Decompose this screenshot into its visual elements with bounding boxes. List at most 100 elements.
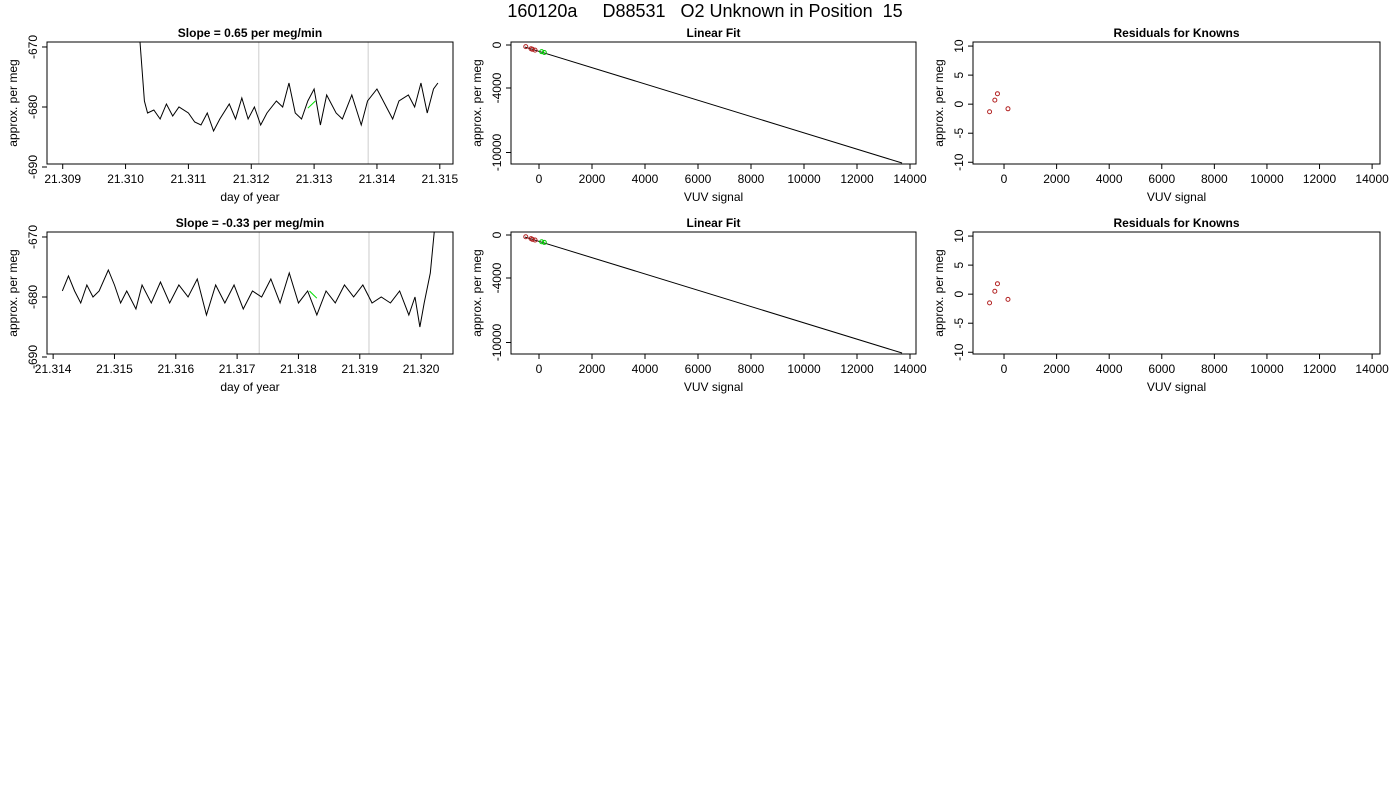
- x-tick-label: 6000: [1148, 362, 1175, 376]
- y-axis-label: approx. per meg: [932, 59, 946, 146]
- x-tick-label: 10000: [787, 362, 821, 376]
- x-axis-label: day of year: [220, 380, 279, 394]
- data-point: [1005, 106, 1011, 112]
- y-axis-label: approx. per meg: [932, 249, 946, 336]
- x-tick-label: 0: [1001, 362, 1008, 376]
- x-tick-label: 21.318: [280, 362, 317, 376]
- plot-frame: [510, 231, 917, 355]
- x-tick-label: 10000: [787, 172, 821, 186]
- y-tick-label: -10000: [490, 133, 504, 171]
- panel: Linear Fit VUV signal approx. per meg 0 2000…: [470, 26, 927, 204]
- data-point: [532, 237, 538, 243]
- plot-area: [139, 42, 439, 164]
- x-tick-label: 10000: [1250, 172, 1284, 186]
- x-axis-label: VUV signal: [1147, 380, 1206, 394]
- data-line: [61, 232, 435, 328]
- data-point: [541, 239, 547, 245]
- y-tick-label: 0: [952, 101, 966, 108]
- x-tick-label: 21.313: [296, 172, 333, 186]
- panel-title: Residuals for Knowns: [1113, 216, 1239, 230]
- data-line: [524, 236, 903, 354]
- data-point: [523, 44, 529, 50]
- panel: Residuals for Knowns VUV signal approx. pe…: [932, 26, 1389, 204]
- y-tick-label: 5: [952, 261, 966, 268]
- y-axis-label: approx. per meg: [470, 249, 484, 336]
- y-tick-label: -5: [952, 318, 966, 329]
- x-tick-label: 12000: [1303, 172, 1337, 186]
- plot-area: [987, 91, 1011, 115]
- data-point: [987, 300, 993, 306]
- x-tick-label: 2000: [1043, 172, 1070, 186]
- data-point: [539, 49, 545, 55]
- x-tick-label: 21.320: [403, 362, 440, 376]
- plot-frame: [46, 41, 454, 165]
- x-tick-label: 14000: [1355, 172, 1389, 186]
- x-tick-label: 12000: [840, 172, 874, 186]
- x-tick-label: 21.311: [171, 172, 207, 186]
- panel-title: Slope = -0.33 per meg/min: [176, 216, 324, 230]
- plot-area: [523, 234, 903, 354]
- x-tick-label: 21.312: [233, 172, 270, 186]
- x-tick-label: 21.317: [219, 362, 256, 376]
- panel: Slope = 0.65 per meg/min day of year appro…: [6, 26, 458, 204]
- panel: Linear Fit VUV signal approx. per meg 0 2000…: [470, 216, 927, 394]
- y-tick-label: -5: [952, 128, 966, 139]
- x-tick-label: 6000: [685, 172, 712, 186]
- plot-area: [61, 232, 435, 354]
- x-tick-label: 0: [536, 362, 543, 376]
- plot-frame: [510, 41, 917, 165]
- data-line: [139, 42, 439, 133]
- data-point: [1005, 296, 1011, 302]
- x-tick-label: 14000: [893, 172, 927, 186]
- y-tick-label: -10000: [490, 323, 504, 361]
- panel: Slope = -0.33 per meg/min day of year appr…: [6, 216, 454, 394]
- x-tick-label: 0: [536, 172, 543, 186]
- data-line: [309, 290, 318, 299]
- y-tick-label: -670: [26, 35, 40, 59]
- x-tick-label: 2000: [1043, 362, 1070, 376]
- plot-area: [523, 44, 903, 164]
- data-point: [541, 50, 547, 56]
- data-point: [992, 97, 998, 103]
- panel-title: Linear Fit: [686, 216, 740, 230]
- y-tick-label: -10: [952, 153, 966, 171]
- data-point: [529, 46, 535, 52]
- panel-title: Linear Fit: [686, 26, 740, 40]
- data-point: [992, 288, 998, 294]
- x-tick-label: 8000: [1201, 362, 1228, 376]
- data-point: [523, 234, 529, 240]
- x-tick-label: 21.314: [359, 172, 396, 186]
- y-tick-label: -670: [26, 225, 40, 249]
- x-tick-label: 8000: [738, 172, 765, 186]
- data-point: [994, 281, 1000, 287]
- y-tick-label: -10: [952, 343, 966, 361]
- y-axis-label: approx. per meg: [6, 59, 20, 146]
- x-tick-label: 21.316: [157, 362, 194, 376]
- data-point: [532, 47, 538, 53]
- y-tick-label: 10: [952, 39, 966, 53]
- y-tick-label: 0: [952, 291, 966, 298]
- y-tick-label: 10: [952, 229, 966, 243]
- figure-title: 160120a D88531 O2 Unknown in Position 15: [507, 1, 902, 21]
- data-point: [539, 239, 545, 245]
- x-tick-label: 2000: [579, 172, 606, 186]
- y-tick-label: -4000: [490, 72, 504, 103]
- plot-frame: [46, 231, 454, 355]
- x-tick-label: 8000: [738, 362, 765, 376]
- data-line: [307, 100, 316, 109]
- x-tick-label: 21.314: [35, 362, 72, 376]
- x-tick-label: 21.309: [44, 172, 81, 186]
- data-point: [529, 236, 535, 242]
- y-tick-label: -4000: [490, 262, 504, 293]
- x-tick-label: 2000: [579, 362, 606, 376]
- data-point: [987, 109, 993, 115]
- y-tick-label: 5: [952, 71, 966, 78]
- x-tick-label: 4000: [632, 172, 659, 186]
- x-tick-label: 10000: [1250, 362, 1284, 376]
- x-tick-label: 21.319: [341, 362, 378, 376]
- panel: Residuals for Knowns VUV signal approx. pe…: [932, 216, 1389, 394]
- x-tick-label: 12000: [840, 362, 874, 376]
